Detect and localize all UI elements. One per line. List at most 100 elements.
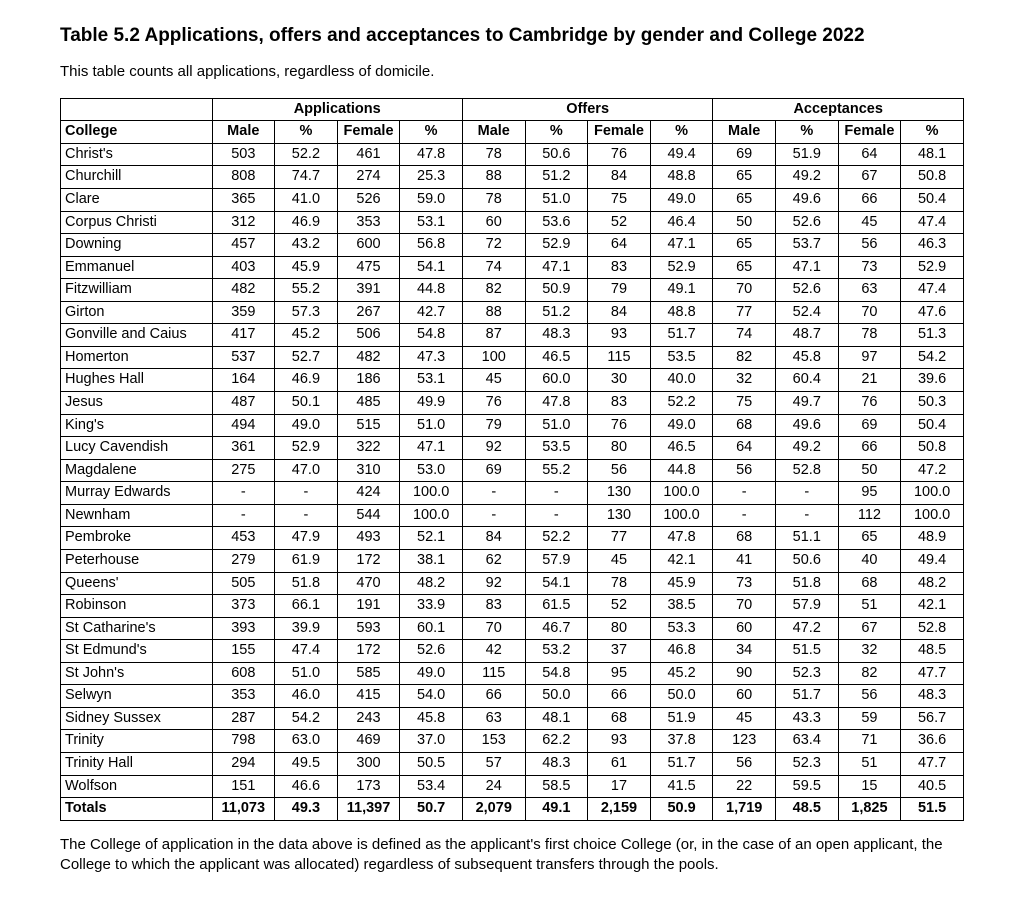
value-cell: 123: [713, 730, 776, 753]
value-cell: 63: [838, 279, 901, 302]
college-cell: Totals: [61, 798, 213, 821]
value-cell: 65: [838, 527, 901, 550]
value-cell: 47.1: [525, 256, 588, 279]
value-cell: 39.6: [901, 369, 964, 392]
value-cell: 172: [337, 640, 400, 663]
value-cell: 50.6: [525, 143, 588, 166]
value-cell: 51.8: [275, 572, 338, 595]
college-cell: Clare: [61, 188, 213, 211]
value-cell: 63: [462, 707, 525, 730]
value-cell: 24: [462, 775, 525, 798]
college-cell: Trinity Hall: [61, 753, 213, 776]
value-cell: 526: [337, 188, 400, 211]
value-cell: 50.4: [901, 188, 964, 211]
value-cell: 53.1: [400, 369, 463, 392]
value-cell: 75: [713, 392, 776, 415]
value-cell: 2,159: [588, 798, 651, 821]
value-cell: -: [462, 504, 525, 527]
value-cell: 57.3: [275, 301, 338, 324]
value-cell: 69: [838, 414, 901, 437]
value-cell: 537: [212, 346, 275, 369]
value-cell: 503: [212, 143, 275, 166]
value-cell: 37.0: [400, 730, 463, 753]
value-cell: 60: [713, 685, 776, 708]
value-cell: 45.8: [775, 346, 838, 369]
header-blank: [61, 98, 213, 121]
college-cell: Downing: [61, 234, 213, 257]
value-cell: 47.4: [901, 279, 964, 302]
value-cell: 21: [838, 369, 901, 392]
value-cell: 52.9: [525, 234, 588, 257]
table-row: Robinson37366.119133.98361.55238.57057.9…: [61, 595, 964, 618]
value-cell: 608: [212, 662, 275, 685]
table-row: Totals11,07349.311,39750.72,07949.12,159…: [61, 798, 964, 821]
value-cell: 46.5: [525, 346, 588, 369]
value-cell: 164: [212, 369, 275, 392]
value-cell: 46.9: [275, 369, 338, 392]
value-cell: 51.0: [525, 188, 588, 211]
value-cell: 42.1: [901, 595, 964, 618]
value-cell: 48.2: [901, 572, 964, 595]
college-cell: Sidney Sussex: [61, 707, 213, 730]
value-cell: 45.8: [400, 707, 463, 730]
table-row: Selwyn35346.041554.06650.06650.06051.756…: [61, 685, 964, 708]
value-cell: 47.4: [901, 211, 964, 234]
value-cell: 51.9: [650, 707, 713, 730]
value-cell: 130: [588, 504, 651, 527]
college-cell: Emmanuel: [61, 256, 213, 279]
value-cell: 68: [588, 707, 651, 730]
value-cell: 267: [337, 301, 400, 324]
value-cell: -: [275, 482, 338, 505]
value-cell: 64: [713, 437, 776, 460]
value-cell: 365: [212, 188, 275, 211]
value-cell: 52.6: [775, 279, 838, 302]
value-cell: 30: [588, 369, 651, 392]
value-cell: 15: [838, 775, 901, 798]
value-cell: 56: [838, 685, 901, 708]
table-row: Corpus Christi31246.935353.16053.65246.4…: [61, 211, 964, 234]
value-cell: 45.2: [650, 662, 713, 685]
value-cell: 798: [212, 730, 275, 753]
value-cell: 100.0: [901, 482, 964, 505]
header-offers-male-pct: %: [525, 121, 588, 144]
value-cell: 50.3: [901, 392, 964, 415]
value-cell: 42.7: [400, 301, 463, 324]
value-cell: 54.2: [901, 346, 964, 369]
value-cell: 70: [838, 301, 901, 324]
table-row: Jesus48750.148549.97647.88352.27549.7765…: [61, 392, 964, 415]
value-cell: 585: [337, 662, 400, 685]
value-cell: 50.5: [400, 753, 463, 776]
value-cell: 78: [588, 572, 651, 595]
value-cell: 49.2: [775, 166, 838, 189]
value-cell: 191: [337, 595, 400, 618]
college-cell: Magdalene: [61, 459, 213, 482]
value-cell: -: [525, 504, 588, 527]
table-row: Magdalene27547.031053.06955.25644.85652.…: [61, 459, 964, 482]
value-cell: 50.9: [650, 798, 713, 821]
value-cell: 52.3: [775, 662, 838, 685]
value-cell: 47.2: [775, 617, 838, 640]
value-cell: 75: [588, 188, 651, 211]
value-cell: 279: [212, 549, 275, 572]
value-cell: 353: [337, 211, 400, 234]
value-cell: 67: [838, 166, 901, 189]
value-cell: 47.3: [400, 346, 463, 369]
college-cell: Jesus: [61, 392, 213, 415]
value-cell: 63.0: [275, 730, 338, 753]
value-cell: 457: [212, 234, 275, 257]
table-body: Christ's50352.246147.87850.67649.46951.9…: [61, 143, 964, 820]
value-cell: 93: [588, 324, 651, 347]
value-cell: 61.5: [525, 595, 588, 618]
header-offers-female: Female: [588, 121, 651, 144]
value-cell: 49.6: [775, 414, 838, 437]
value-cell: 515: [337, 414, 400, 437]
value-cell: 50.0: [525, 685, 588, 708]
value-cell: 47.1: [650, 234, 713, 257]
value-cell: 544: [337, 504, 400, 527]
value-cell: 45: [713, 707, 776, 730]
value-cell: 48.9: [901, 527, 964, 550]
college-cell: Fitzwilliam: [61, 279, 213, 302]
value-cell: 80: [588, 617, 651, 640]
value-cell: 310: [337, 459, 400, 482]
college-cell: King's: [61, 414, 213, 437]
